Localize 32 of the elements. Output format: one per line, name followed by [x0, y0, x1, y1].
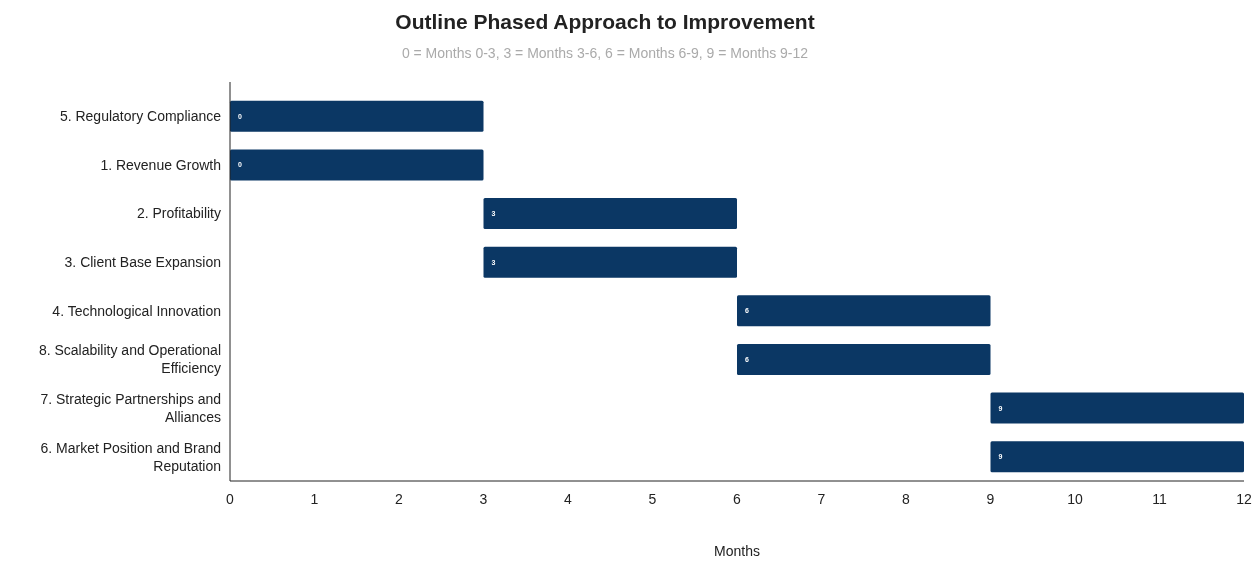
chart-title: Outline Phased Approach to Improvement: [395, 10, 815, 33]
bar: [737, 343, 991, 375]
x-tick-label: 10: [1067, 491, 1083, 507]
x-axis-title: Months: [714, 543, 760, 559]
y-tick-label: 6. Market Position and Brand Reputation: [40, 439, 221, 474]
x-tick-label: 5: [648, 491, 657, 507]
bar: [990, 392, 1244, 424]
chart-subtitle: 0 = Months 0-3, 3 = Months 3-6, 6 = Months 6-9, 9 = Months 9-12: [401, 45, 809, 61]
x-tick-label: 8: [902, 491, 911, 507]
x-tick-label: 11: [1152, 491, 1167, 507]
bar: [230, 149, 484, 181]
x-tick-label: 9: [986, 491, 995, 507]
y-tick-label: 3. Client Base Expansion: [64, 254, 221, 271]
y-tick-label: 4. Technological Innovation: [52, 302, 221, 319]
y-tick-label: 1. Revenue Growth: [100, 156, 221, 173]
bar: [483, 246, 737, 278]
x-tick-label: 7: [817, 491, 826, 507]
bar: [990, 441, 1244, 473]
x-tick-label: 12: [1236, 491, 1252, 507]
y-tick-label: 8. Scalability and Operational Efficiency: [38, 342, 221, 377]
y-tick-label: 7. Strategic Partnerships and Alliances: [40, 390, 221, 425]
y-tick-label: 5. Regulatory Compliance: [59, 108, 222, 125]
x-tick-label: 4: [564, 491, 573, 507]
x-tick-label: 0: [226, 491, 235, 507]
bar: [230, 100, 484, 132]
x-tick-label: 6: [733, 491, 742, 507]
bar: [737, 295, 991, 327]
y-tick-label: 2. Profitability: [136, 205, 221, 222]
x-tick-label: 3: [479, 491, 488, 507]
x-tick-label: 2: [395, 491, 404, 507]
bar: [483, 198, 737, 230]
x-tick-label: 1: [310, 491, 319, 507]
